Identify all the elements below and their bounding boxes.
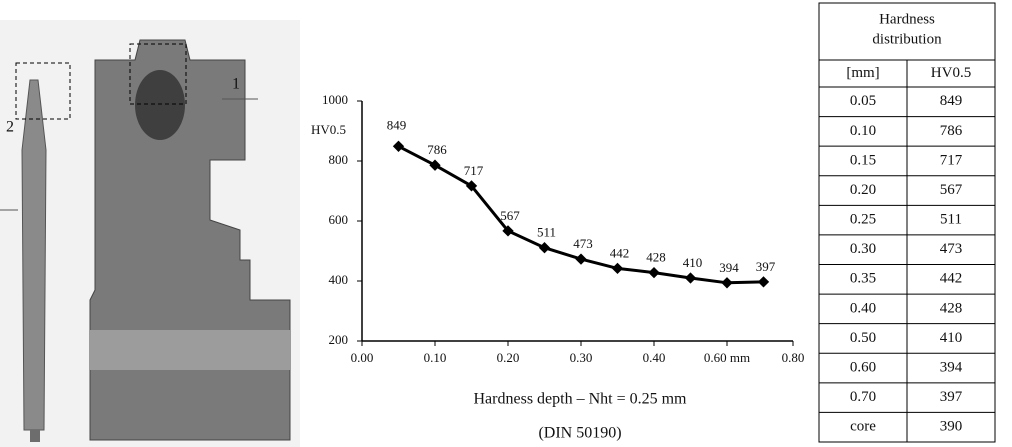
- data-label: 511: [537, 225, 556, 240]
- table-cell: 0.50: [850, 330, 876, 346]
- table-cell: 397: [940, 389, 963, 405]
- photo-label: 1: [232, 76, 240, 93]
- data-label: 567: [500, 208, 520, 223]
- table-cell: core: [850, 419, 876, 435]
- table-cell: 0.70: [850, 389, 876, 405]
- table: Hardness distribution [mm] HV0.5 0.05 849 0.10…: [818, 2, 996, 443]
- table-cell: 0.15: [850, 152, 876, 168]
- caption: Hardness depth – Nht = 0.25 mm: [474, 391, 688, 408]
- table-cell: 0.20: [850, 182, 876, 198]
- data-label: 442: [610, 245, 630, 260]
- marker: [538, 242, 551, 254]
- y-tick-label: 1000: [322, 92, 348, 107]
- x-tick-label: 0.20: [497, 350, 520, 365]
- y-tick-label: 600: [329, 212, 349, 227]
- pin-tip: [30, 430, 40, 442]
- table-cell: 410: [940, 330, 963, 346]
- table-cell: 786: [940, 123, 963, 139]
- x-tick-label: 0.40: [643, 350, 666, 365]
- detail-box: [15, 62, 71, 120]
- table-cell: 0.05: [850, 93, 876, 109]
- table-cell: 0.30: [850, 241, 876, 257]
- body-cavity: [135, 70, 185, 140]
- table-cell: 390: [940, 419, 963, 435]
- table-cell: 0.25: [850, 212, 876, 228]
- y-tick-label: 800: [329, 152, 349, 167]
- table-cell: 0.10: [850, 123, 876, 139]
- data-label: 786: [427, 142, 447, 157]
- marker: [392, 140, 405, 152]
- table-header: [mm]: [846, 65, 879, 81]
- marker: [575, 253, 587, 265]
- table-cell: 567: [940, 182, 963, 198]
- x-tick-label: 0.10: [424, 350, 447, 365]
- marker: [757, 276, 770, 288]
- marker: [465, 180, 478, 192]
- table-cell: 394: [940, 359, 963, 375]
- marker: [502, 225, 514, 237]
- table-title: Hardness: [879, 11, 935, 27]
- marker: [429, 159, 441, 171]
- y-tick-label: 200: [329, 332, 349, 347]
- marker: [648, 266, 660, 279]
- table-cell: 511: [940, 212, 962, 228]
- data-label: 473: [573, 236, 593, 251]
- body-ring: [90, 330, 290, 370]
- y-axis-label: HV0.5: [311, 122, 346, 137]
- detail-box: [129, 43, 187, 105]
- caption: (DIN 50190): [538, 425, 621, 442]
- table-cell: 473: [940, 241, 963, 257]
- y-tick-label: 400: [329, 272, 349, 287]
- x-tick-label: 0.80: [782, 350, 805, 365]
- table-cell: 442: [940, 271, 963, 287]
- marker: [611, 262, 624, 275]
- x-tick-label: 0.30: [570, 350, 593, 365]
- table-cell: 0.35: [850, 271, 876, 287]
- photo: 1 2: [0, 20, 300, 447]
- table-cell: 0.40: [850, 300, 876, 316]
- photo-label: 2: [6, 119, 14, 136]
- data-label: 410: [683, 255, 703, 270]
- data-label: 428: [646, 250, 666, 265]
- table-cell: 849: [940, 93, 963, 109]
- table-cell: 717: [940, 152, 963, 168]
- x-tick-label: 0.00: [351, 350, 374, 365]
- table-title: distribution: [872, 31, 942, 47]
- marker: [721, 277, 733, 289]
- marker: [684, 272, 697, 284]
- table-cell: 0.60: [850, 359, 876, 375]
- data-label: 397: [756, 259, 776, 274]
- data-label: 717: [464, 163, 484, 178]
- table-cell: 428: [940, 300, 963, 316]
- chart: HV0.5 Hardness depth – Nht = 0.25 mm (DI…: [311, 92, 804, 442]
- data-label: 394: [719, 260, 739, 275]
- x-tick-label: 0.60 mm: [704, 350, 750, 365]
- pin: [21, 79, 47, 431]
- table-header: HV0.5: [931, 65, 971, 81]
- data-label: 849: [387, 117, 407, 132]
